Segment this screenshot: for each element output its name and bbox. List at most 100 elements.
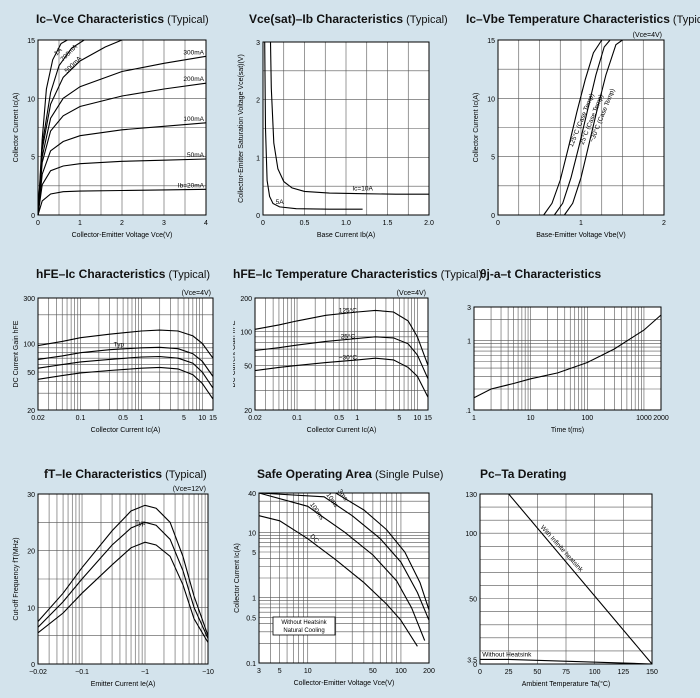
series-label: 1A	[53, 46, 64, 57]
series-label: Without Heatsink	[482, 651, 532, 658]
x-tick-label: 1	[355, 415, 359, 422]
condition-annotation: (Vce=4V)	[633, 32, 662, 39]
series-label: 50mA	[187, 152, 205, 159]
series-label: 200mA	[183, 76, 204, 83]
chart-panel-pc_ta: Pc–Ta Derating 0 25 50 75 100 125 150 0 3.5 50 100 1…	[466, 455, 700, 698]
y-tick-label: 3	[467, 305, 471, 312]
series-line-125-c-case-temp-	[543, 39, 603, 216]
chart-title: Vce(sat)–Ib Characteristics (Typical)	[249, 12, 448, 26]
condition-box-text: Natural Cooling	[283, 628, 324, 634]
condition-annotation: (Vce=4V)	[182, 290, 211, 297]
series-label: 100mA	[183, 116, 204, 123]
x-axis-label: Collector Current Ic(A)	[91, 427, 161, 434]
chart-title-text: Safe Operating Area	[257, 467, 372, 481]
chart-title-text: hFE–Ic Characteristics	[36, 267, 166, 281]
chart-title: Pc–Ta Derating	[480, 467, 566, 481]
plot-frame	[497, 39, 665, 216]
chart-title: θj-a–t Characteristics	[480, 267, 601, 281]
y-tick-label: 130	[466, 492, 477, 499]
y-tick-label: 0	[491, 213, 495, 220]
x-tick-label: −0.1	[75, 669, 89, 676]
x-tick-label: 25	[505, 669, 513, 676]
y-tick-label: 0.1	[466, 408, 471, 415]
plot-frame	[258, 492, 430, 664]
y-tick-label: 50	[469, 597, 477, 604]
series-line-200ma	[37, 82, 207, 216]
chart-title-text: Pc–Ta Derating	[480, 467, 567, 481]
y-tick-label: 1	[252, 596, 256, 603]
chart-subtitle: (Typical)	[162, 469, 207, 481]
x-tick-label: 5	[397, 415, 401, 422]
y-tick-label: 1	[256, 155, 260, 162]
plot-area	[474, 307, 661, 410]
x-tick-label: −0.02	[29, 669, 47, 676]
chart-title-text: θj-a–t Characteristics	[480, 267, 602, 281]
y-tick-label: 10	[487, 96, 495, 103]
x-tick-label: 0	[36, 220, 40, 227]
condition-annotation: (Vce=12V)	[173, 486, 206, 493]
chart-svg: 0 1 2 3 4 0 5 10 15 Collector-Emitter Voltage Vce…	[13, 38, 208, 239]
x-tick-label: 0.02	[31, 415, 45, 422]
plot-frame	[37, 493, 209, 665]
chart-title-text: hFE–Ic Temperature Characteristics	[233, 267, 438, 281]
x-axis-label: Ambient Temperature Ta(°C)	[522, 680, 611, 688]
x-tick-label: 50	[369, 668, 377, 675]
series-line-125-c	[254, 309, 429, 366]
y-tick-label: 20	[244, 408, 252, 415]
plot-frame	[254, 297, 429, 411]
x-tick-label: 1	[472, 415, 476, 422]
y-tick-label: 200	[240, 296, 252, 303]
y-tick-label: 0.1	[246, 661, 256, 668]
chart-panel-vcesat_ib: Vce(sat)–Ib Characteristics (Typical) 0 0.…	[233, 0, 467, 243]
series-line-typ	[37, 346, 214, 377]
series-line-10ms	[258, 492, 430, 621]
series-line-100ms	[258, 492, 426, 641]
x-tick-label: −1	[141, 669, 149, 676]
x-tick-label: 125	[617, 669, 629, 676]
x-axis-label: Emitter Current Ie(A)	[91, 681, 156, 688]
x-tick-label: 1	[78, 220, 82, 227]
x-tick-label: 1000	[636, 415, 652, 422]
x-tick-label: 100	[395, 668, 407, 675]
series-label: Typ	[114, 342, 125, 349]
x-tick-label: 2	[120, 220, 124, 227]
x-axis-label: Time t(ms)	[551, 427, 584, 434]
x-tick-label: 50	[533, 669, 541, 676]
y-tick-label: 0.5	[246, 615, 256, 622]
series-label: 300mA	[183, 49, 204, 56]
chart-title: Ic–Vce Characteristics (Typical)	[36, 12, 209, 26]
y-tick-label: 0	[473, 662, 477, 669]
x-tick-label: 10	[414, 415, 422, 422]
x-tick-label: 5	[182, 415, 186, 422]
x-tick-label: 100	[589, 669, 601, 676]
y-axis-label: DC Current Gain hFE	[13, 320, 20, 387]
series-line-300ma	[37, 55, 207, 216]
series-line-min	[37, 541, 209, 643]
series-line-mid	[37, 355, 214, 389]
chart-subtitle: (Typical)	[403, 14, 448, 26]
y-tick-label: 50	[244, 363, 252, 370]
y-tick-label: 10	[27, 605, 35, 612]
x-tick-label: 10	[304, 668, 312, 675]
x-tick-label: 0.02	[248, 415, 262, 422]
chart-subtitle: (Typical)	[437, 269, 483, 281]
x-tick-label: 0.5	[334, 415, 344, 422]
x-tick-label: 4	[204, 220, 208, 227]
chart-panel-hfe_ic: hFE–Ic Characteristics (Typical) 0.02 0.1 0…	[0, 255, 234, 498]
chart-svg: 0 1 2 0 5 10 15 Base-Emitter Voltage Vbe(V) Coll…	[473, 32, 666, 239]
y-tick-label: 3.5	[467, 657, 477, 664]
chart-svg: 0 25 50 75 100 125 150 03.5 50 100 130 Ambient Temp…	[466, 492, 658, 688]
y-axis-label: Collector-Emitter Saturation Voltage Vce…	[238, 54, 245, 203]
y-tick-label: 100	[240, 330, 252, 337]
chart-title-text: Ic–Vbe Temperature Characteristics	[466, 12, 670, 26]
y-tick-label: 30	[27, 492, 35, 499]
x-tick-label: 2000	[653, 415, 669, 422]
chart-subtitle: (Typical)	[672, 14, 700, 26]
series-line-3ms	[259, 492, 430, 611]
series-label: −30°C	[339, 354, 358, 362]
y-tick-label: 50	[27, 370, 35, 377]
x-tick-label: 75	[562, 669, 570, 676]
x-tick-label: 2	[662, 220, 666, 227]
x-tick-label: 150	[646, 669, 658, 676]
x-tick-label: 3	[162, 220, 166, 227]
